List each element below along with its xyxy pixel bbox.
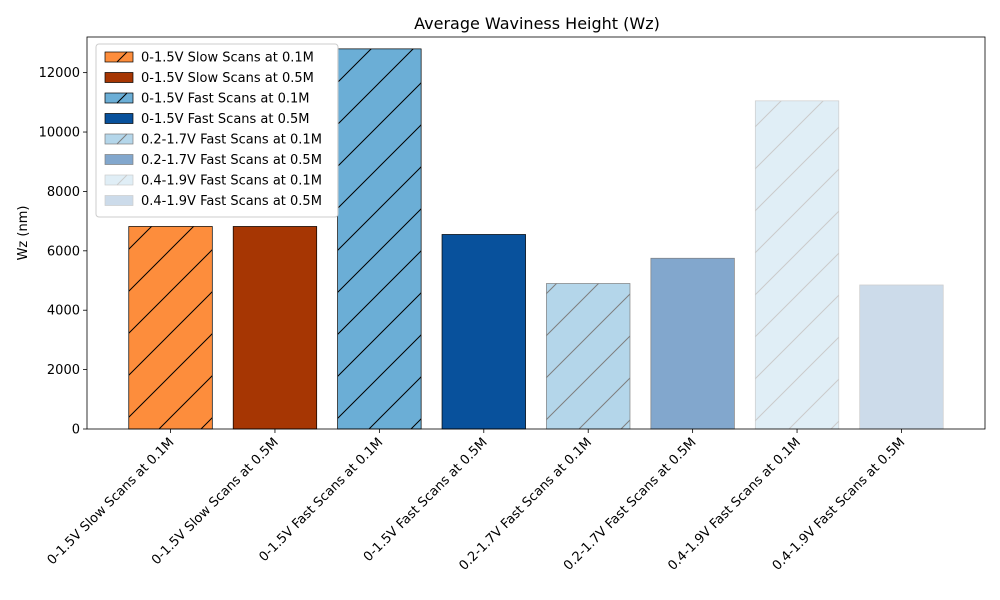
plot-area (86, 36, 986, 430)
legend-swatch (104, 113, 134, 124)
legend-swatch (104, 154, 134, 165)
bar-2 (232, 226, 318, 430)
y-tick-label: 8000 (47, 185, 80, 200)
legend-label: 0.2-1.7V Fast Scans at 0.1M (141, 133, 322, 148)
bar-6 (650, 257, 735, 430)
legend-swatch (104, 92, 134, 104)
bar-7 (754, 100, 840, 430)
legend-label: 0.4-1.9V Fast Scans at 0.1M (141, 174, 322, 189)
legend-entry: 0.4-1.9V Fast Scans at 0.1M (104, 174, 322, 189)
bar-hatch (337, 48, 422, 430)
legend-label: 0-1.5V Slow Scans at 0.5M (141, 71, 314, 86)
legend-label: 0.4-1.9V Fast Scans at 0.5M (141, 194, 322, 209)
y-tick-label: 4000 (47, 304, 80, 319)
bar-hatch (755, 100, 839, 430)
legend: 0-1.5V Slow Scans at 0.1M 0-1.5V Slow Sca… (95, 43, 339, 218)
bar-1 (128, 226, 213, 430)
legend-label: 0-1.5V Slow Scans at 0.1M (141, 51, 314, 66)
bar-hatch (546, 283, 630, 429)
legend-label: 0-1.5V Fast Scans at 0.5M (141, 112, 310, 127)
bar-fill (859, 284, 944, 430)
legend-box (95, 43, 339, 218)
legend-swatch (104, 195, 134, 206)
legend-entry: 0.2-1.7V Fast Scans at 0.5M (104, 153, 322, 168)
y-axis: 0 2000 4000 6000 8000 10000 12000 (39, 66, 87, 438)
bar-5 (546, 283, 631, 430)
axes-frame (86, 36, 986, 430)
bar-fill (441, 234, 526, 430)
legend-entry: 0-1.5V Fast Scans at 0.1M (104, 92, 310, 107)
bar-hatch (128, 226, 213, 429)
legend-entry: 0.2-1.7V Fast Scans at 0.1M (104, 133, 322, 148)
chart-title: Average Waviness Height (Wz) (414, 14, 660, 33)
y-tick-label: 12000 (39, 66, 80, 81)
legend-entry: 0.4-1.9V Fast Scans at 0.5M (104, 194, 322, 209)
bar-4 (441, 234, 526, 430)
y-tick-label: 10000 (39, 126, 80, 141)
legend-entry: 0-1.5V Slow Scans at 0.5M (104, 71, 314, 86)
y-axis-title: Wz (nm) (16, 206, 31, 261)
legend-entry: 0-1.5V Slow Scans at 0.1M (104, 51, 314, 66)
legend-entry: 0-1.5V Fast Scans at 0.5M (104, 112, 310, 127)
bar-fill (650, 257, 735, 430)
bar-fill (232, 226, 318, 430)
legend-swatch (104, 174, 134, 186)
bar-3 (337, 48, 422, 430)
legend-swatch (104, 72, 134, 83)
y-tick-label: 6000 (47, 244, 80, 259)
bar-8 (859, 284, 944, 430)
legend-swatch (104, 133, 134, 145)
y-tick-label: 0 (72, 423, 80, 438)
legend-swatch (104, 51, 134, 63)
y-tick-label: 2000 (47, 363, 80, 378)
legend-label: 0.2-1.7V Fast Scans at 0.5M (141, 153, 322, 168)
legend-label: 0-1.5V Fast Scans at 0.1M (141, 92, 310, 107)
